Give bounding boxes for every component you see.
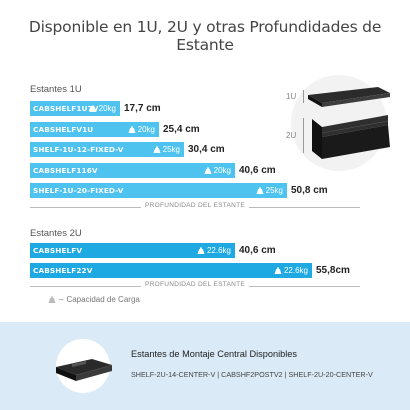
bar-depth-value: 40,6 cm xyxy=(239,245,276,256)
depth-axis-1u: PROFUNDIDAD DEL ESTANTE xyxy=(30,202,360,212)
weight-icon xyxy=(48,296,56,303)
bar-model-name: CABSHELFV xyxy=(33,246,83,255)
footer-panel: Estantes de Montaje Central Disponibles … xyxy=(0,322,410,410)
weight-icon xyxy=(128,125,136,133)
load-text: 22.6kg xyxy=(206,246,231,255)
bar-load-capacity: 22.6kg xyxy=(197,243,231,258)
load-text: 25kg xyxy=(265,186,283,195)
weight-icon xyxy=(204,166,212,174)
section-label-2u: Estantes 2U xyxy=(30,228,82,239)
depth-bar: CABSHELFV1U 20kg xyxy=(30,121,159,137)
bar-load-capacity: 22.6kg xyxy=(274,263,308,278)
depth-axis-2u: PROFUNDIDAD DEL ESTANTE xyxy=(30,281,360,291)
bar-model-name: CABSHELF22V xyxy=(33,266,93,275)
bar-model-name: SHELF-1U-12-FIXED-V xyxy=(33,145,124,154)
load-text: 20kg xyxy=(213,165,231,175)
bar-load-capacity: 20kg xyxy=(128,122,155,137)
bar-depth-value: 25,4 cm xyxy=(163,123,200,135)
depth-bar: CABSHELF1U7V 20kg xyxy=(30,101,120,116)
bar-load-capacity: 20kg xyxy=(204,163,231,178)
weight-icon xyxy=(89,105,97,112)
depth-bar: CABSHELF116V 20kg xyxy=(30,162,235,178)
page-title: Disponible en 1U, 2U y otras Profundidad… xyxy=(28,18,382,54)
center-mount-shelf-image xyxy=(48,337,118,395)
bar-depth-value: 30,4 cm xyxy=(188,144,225,155)
bar-model-name: CABSHELF1U7V xyxy=(33,104,99,113)
weight-icon xyxy=(153,146,161,153)
load-text: 20kg xyxy=(98,104,116,113)
legend-dash: – xyxy=(59,295,64,304)
bar-model-name: CABSHELFV1U xyxy=(33,124,94,134)
footer-title: Estantes de Montaje Central Disponibles xyxy=(131,349,297,359)
section-label-1u: Estantes 1U xyxy=(30,84,82,95)
depth-bar: CABSHELF22V 22.6kg xyxy=(30,263,312,278)
depth-bar: SHELF-1U-20-FIXED-V 25kg xyxy=(30,183,287,198)
depth-bar: SHELF-1U-12-FIXED-V 25kg xyxy=(30,142,184,157)
label-1u: 1U xyxy=(286,92,296,101)
shelf-product-image: 1U 2U xyxy=(278,73,400,173)
weight-icon xyxy=(197,247,205,254)
bar-load-capacity: 25kg xyxy=(256,183,283,198)
legend-label: Capacidad de Carga xyxy=(66,295,140,304)
bar-depth-value: 50,8 cm xyxy=(291,185,328,196)
bar-depth-value: 17,7 cm xyxy=(124,103,161,114)
depth-axis-label: PROFUNDIDAD DEL ESTANTE xyxy=(140,202,250,209)
weight-icon xyxy=(256,187,264,194)
load-text: 20kg xyxy=(137,124,155,134)
label-2u: 2U xyxy=(286,131,296,140)
bar-load-capacity: 20kg xyxy=(89,101,116,116)
depth-axis-label: PROFUNDIDAD DEL ESTANTE xyxy=(140,281,250,288)
bar-depth-value: 55,8cm xyxy=(316,265,350,276)
load-legend: – Capacidad de Carga xyxy=(48,295,140,304)
bar-model-name: SHELF-1U-20-FIXED-V xyxy=(33,186,124,195)
bar-depth-value: 40,6 cm xyxy=(239,164,276,176)
load-text: 25kg xyxy=(162,145,180,154)
footer-model-list: SHELF-2U-14-CENTER-V | CABSHF2POSTV2 | S… xyxy=(131,370,373,379)
depth-bar: CABSHELFV 22.6kg xyxy=(30,243,235,258)
bar-model-name: CABSHELF116V xyxy=(33,165,98,175)
bar-load-capacity: 25kg xyxy=(153,142,180,157)
weight-icon xyxy=(274,267,282,274)
load-text: 22.6kg xyxy=(283,266,308,275)
